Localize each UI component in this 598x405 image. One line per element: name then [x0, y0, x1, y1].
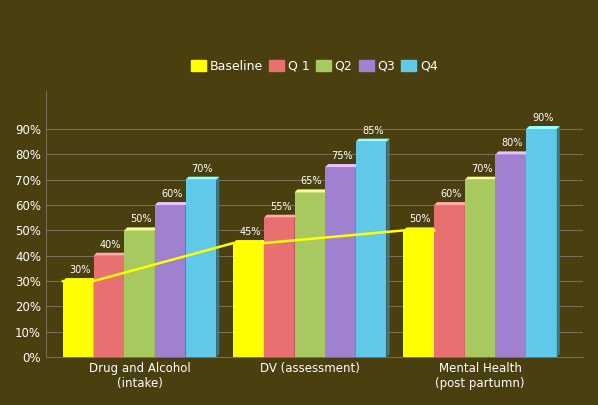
Text: 60%: 60% [440, 189, 462, 199]
Bar [185, 180, 216, 357]
Polygon shape [155, 202, 188, 205]
Text: 55%: 55% [270, 202, 291, 212]
Polygon shape [356, 164, 359, 357]
Legend: Baseline, Q 1, Q2, Q3, Q4: Baseline, Q 1, Q2, Q3, Q4 [186, 55, 443, 78]
Polygon shape [496, 151, 529, 154]
Polygon shape [264, 215, 298, 218]
Bar [63, 281, 93, 357]
Text: 80%: 80% [502, 139, 523, 148]
Bar [233, 243, 264, 357]
Polygon shape [434, 202, 468, 205]
Polygon shape [185, 202, 188, 357]
Polygon shape [294, 215, 298, 357]
Text: 90%: 90% [532, 113, 554, 123]
Polygon shape [356, 139, 389, 142]
Polygon shape [526, 151, 529, 357]
Bar [264, 218, 294, 357]
Polygon shape [496, 177, 499, 357]
Text: 65%: 65% [301, 176, 322, 186]
Polygon shape [124, 227, 158, 230]
Bar [356, 142, 386, 357]
Polygon shape [386, 139, 389, 357]
Bar [155, 205, 185, 357]
Polygon shape [93, 278, 97, 357]
Text: 60%: 60% [161, 189, 182, 199]
Polygon shape [216, 177, 219, 357]
Text: 40%: 40% [100, 240, 121, 250]
Polygon shape [526, 126, 560, 129]
Polygon shape [93, 253, 127, 256]
Text: 70%: 70% [471, 164, 492, 174]
Bar [325, 167, 356, 357]
Text: 85%: 85% [362, 126, 383, 136]
Polygon shape [264, 240, 267, 357]
Polygon shape [465, 202, 468, 357]
Text: 50%: 50% [130, 214, 152, 224]
Polygon shape [557, 126, 560, 357]
Bar [294, 192, 325, 357]
Polygon shape [63, 278, 97, 281]
Text: 70%: 70% [191, 164, 213, 174]
Bar [404, 230, 434, 357]
Text: 75%: 75% [331, 151, 353, 161]
Polygon shape [294, 190, 328, 192]
Polygon shape [465, 177, 499, 180]
Bar [465, 180, 496, 357]
Polygon shape [404, 227, 437, 230]
Bar [434, 205, 465, 357]
Polygon shape [185, 177, 219, 180]
Bar [526, 129, 557, 357]
Polygon shape [325, 190, 328, 357]
Text: 45%: 45% [239, 227, 261, 237]
Polygon shape [124, 253, 127, 357]
Polygon shape [325, 164, 359, 167]
Polygon shape [155, 227, 158, 357]
Bar [124, 230, 155, 357]
Polygon shape [233, 240, 267, 243]
Text: 50%: 50% [410, 214, 431, 224]
Polygon shape [434, 227, 437, 357]
Text: 30%: 30% [69, 265, 90, 275]
Bar [496, 154, 526, 357]
Bar [93, 256, 124, 357]
